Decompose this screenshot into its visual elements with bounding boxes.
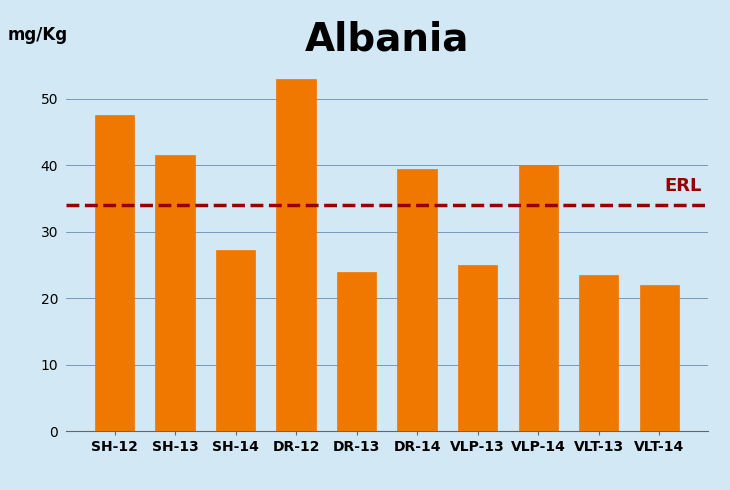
Bar	[337, 271, 376, 431]
Bar	[95, 115, 134, 431]
Bar	[458, 265, 497, 431]
Title: Albania: Albania	[304, 21, 469, 58]
Bar	[518, 165, 558, 431]
Text: ERL: ERL	[664, 177, 702, 195]
Bar	[216, 250, 255, 431]
Bar	[398, 169, 437, 431]
Bar	[155, 155, 195, 431]
Text: mg/Kg: mg/Kg	[7, 26, 67, 44]
Bar	[579, 275, 618, 431]
Bar	[277, 79, 316, 431]
Bar	[639, 285, 679, 431]
